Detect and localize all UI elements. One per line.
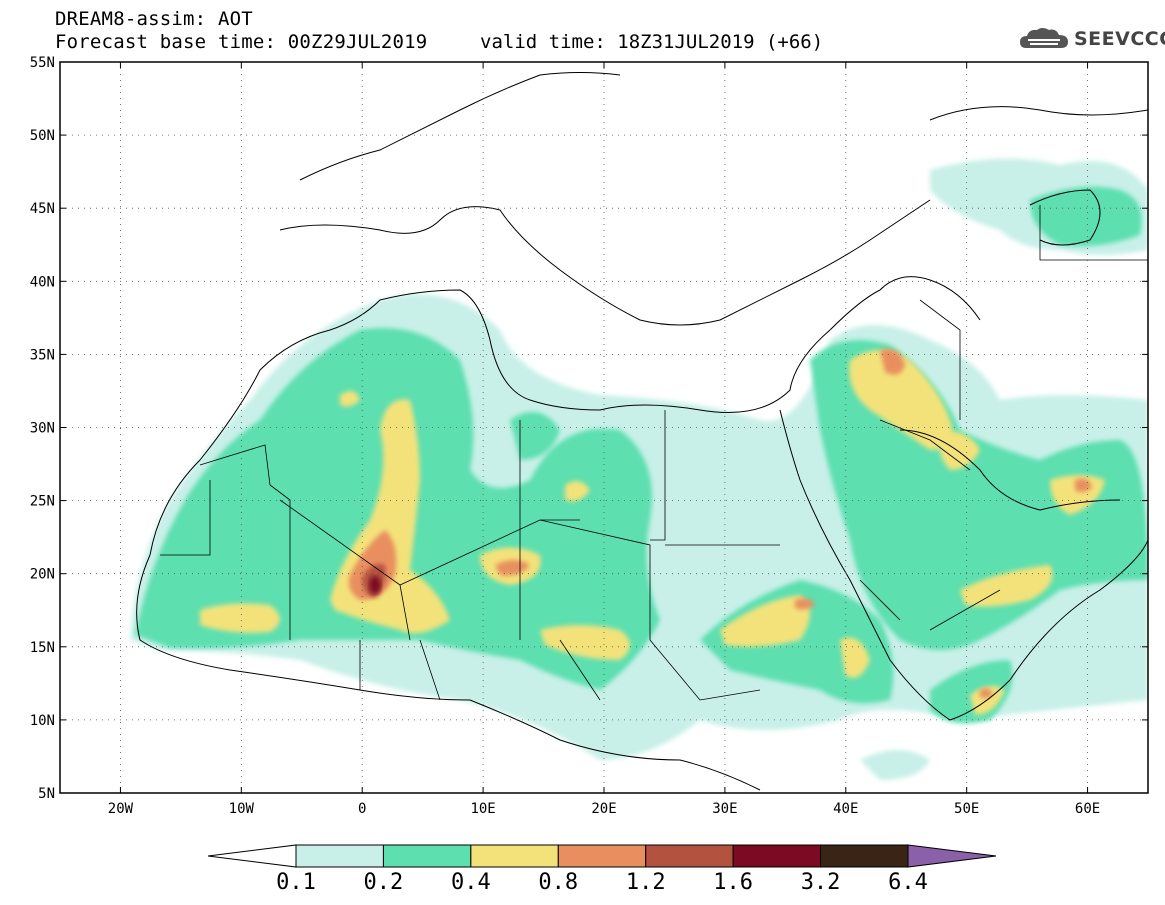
lat-label: 25N [30, 494, 55, 510]
lon-label: 20W [108, 801, 134, 817]
colorbar [207, 844, 997, 868]
chart-title: DREAM8-assim: AOT [55, 8, 253, 30]
lon-label: 40E [833, 801, 858, 817]
coastlines [136, 72, 1148, 791]
colorbar-label: 3.2 [800, 870, 841, 895]
colorbar-label: 0.2 [363, 870, 404, 895]
colorbar-label: 0.4 [450, 870, 491, 895]
lat-label: 20N [30, 567, 55, 583]
lat-label: 15N [30, 640, 55, 656]
colorbar-high-arrow [907, 844, 997, 868]
lon-label: 20E [591, 801, 616, 817]
aot-level-0-8 [348, 349, 1092, 699]
colorbar-segment [295, 844, 384, 868]
lon-label: 30E [712, 801, 737, 817]
colorbar-label: 0.8 [538, 870, 579, 895]
colorbar-segment [732, 844, 822, 868]
aot-shading [130, 158, 1148, 780]
colorbar-label: 6.4 [888, 870, 928, 895]
lat-label: 5N [38, 786, 55, 802]
lat-label: 55N [30, 55, 55, 71]
colorbar-segment [470, 844, 559, 868]
colorbar-label: 1.6 [713, 870, 754, 895]
lat-label: 35N [30, 347, 55, 363]
colorbar-label: 1.2 [625, 870, 666, 895]
lat-label: 40N [30, 274, 55, 290]
lon-label: 50E [954, 801, 979, 817]
longitude-labels: 20W 10W 0 10E 20E 30E 40E 50E 60E [108, 801, 1100, 817]
axis-ticks [60, 61, 1148, 794]
colorbar-segment [645, 844, 734, 868]
lat-label: 30N [30, 421, 55, 437]
lat-label: 45N [30, 201, 55, 217]
colorbar-segment [382, 844, 472, 868]
lon-label: 60E [1075, 801, 1100, 817]
colorbar-low-arrow [207, 844, 297, 868]
base-time-label: Forecast base time: 00Z29JUL2019 [55, 31, 428, 53]
aot-level-1-6 [369, 576, 381, 594]
gridlines [60, 62, 1148, 793]
lon-label: 10E [470, 801, 495, 817]
lon-label: 10W [229, 801, 255, 817]
country-borders [160, 205, 1148, 701]
colorbar-label: 0.1 [276, 870, 316, 895]
cloud-icon [1020, 28, 1068, 48]
colorbar-segment [557, 844, 647, 868]
lat-label: 10N [30, 713, 55, 729]
colorbar-segment [820, 844, 909, 868]
latitude-labels: 5N 10N 15N 20N 25N 30N 35N 40N 45N 50N 55N [30, 55, 55, 802]
valid-time-label: valid time: 18Z31JUL2019 (+66) [480, 31, 824, 53]
lon-label: 0 [358, 801, 366, 817]
lat-label: 50N [30, 128, 55, 144]
seevccc-logo: SEEVCCC [1018, 26, 1165, 52]
logo-text: SEEVCCC [1074, 28, 1165, 50]
